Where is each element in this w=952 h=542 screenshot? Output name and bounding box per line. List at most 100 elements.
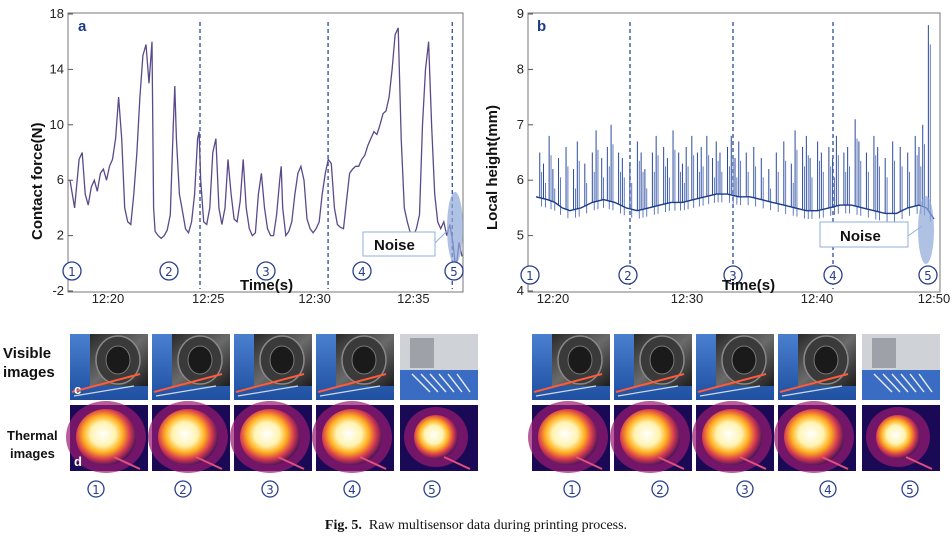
panel-b-letter: b xyxy=(537,18,546,35)
panel-b-noise-blob xyxy=(918,196,934,264)
image-index-4: 4 xyxy=(819,480,837,498)
svg-text:3: 3 xyxy=(266,483,274,497)
panel-a-xtick-label: 12:30 xyxy=(298,291,331,306)
panel-b-marker-1: 1 xyxy=(520,265,540,285)
image-index-2: 2 xyxy=(651,480,669,498)
panel-b-x-label: Time(s) xyxy=(722,277,775,294)
thermal-image-left-2 xyxy=(148,401,230,473)
panel-a-ytick-label: 2 xyxy=(57,228,64,243)
panel-b-ytick-label: 4 xyxy=(517,283,524,298)
svg-text:4: 4 xyxy=(829,269,837,283)
panel-a-ytick-label: 18 xyxy=(50,6,64,21)
svg-text:1: 1 xyxy=(568,483,576,497)
image-row-letter-c: c xyxy=(74,382,81,397)
image-index-4: 4 xyxy=(343,480,361,498)
panel-a-x-ticks: 12:20 12:25 12:30 12:35 xyxy=(92,291,430,306)
caption-text: Raw multisensor data during printing pro… xyxy=(368,518,628,533)
visible-image-left-2 xyxy=(152,334,230,400)
image-index-3: 3 xyxy=(261,480,279,498)
thermal-image-left-3 xyxy=(230,401,312,473)
image-index-1: 1 xyxy=(563,480,581,498)
figure-caption: Fig. 5. Raw multisensor data during prin… xyxy=(0,518,952,534)
thermal-image-left-4 xyxy=(312,401,394,473)
panel-a-letter: a xyxy=(78,18,87,35)
panel-a-y-label: Contact force(N) xyxy=(29,122,46,240)
panel-b-ytick-label: 8 xyxy=(517,61,524,76)
thermal-image-right-5 xyxy=(862,405,940,471)
panel-b-spikes xyxy=(539,25,931,222)
visible-image-left-4 xyxy=(316,334,394,400)
image-index-3: 3 xyxy=(736,480,754,498)
svg-text:3: 3 xyxy=(741,483,749,497)
thermal-image-right-4 xyxy=(774,401,856,473)
panel-a-noise-blob xyxy=(447,192,463,264)
panel-b-noise-label: Noise xyxy=(840,228,881,245)
panel-b-markers: 1 2 3 4 5 xyxy=(520,265,938,285)
panel-a-ytick-label: 6 xyxy=(57,172,64,187)
svg-text:1: 1 xyxy=(68,265,76,279)
svg-text:1: 1 xyxy=(526,269,534,283)
visible-image-right-1 xyxy=(532,334,610,400)
image-index-2: 2 xyxy=(174,480,192,498)
svg-text:5: 5 xyxy=(450,265,458,279)
image-index-5: 5 xyxy=(423,480,441,498)
panel-b-marker-3: 3 xyxy=(723,265,743,285)
visible-images-label-line1: Visible xyxy=(3,345,51,362)
image-thumbnails: cd xyxy=(66,334,940,473)
thermal-images-label-line1: Thermal xyxy=(7,428,58,443)
panel-a-marker-2: 2 xyxy=(159,261,179,281)
panel-b-marker-2: 2 xyxy=(618,265,638,285)
panel-b-ytick-label: 7 xyxy=(517,117,524,132)
panel-b-height-line xyxy=(535,193,935,220)
panel-a-xtick-label: 12:20 xyxy=(92,291,125,306)
thermal-image-left-1 xyxy=(66,401,148,473)
panel-a-xtick-label: 12:25 xyxy=(192,291,225,306)
panel-b-xtick-label: 12:30 xyxy=(671,291,704,306)
panel-b-marker-4: 4 xyxy=(823,265,843,285)
panel-a-noise-box xyxy=(362,231,436,257)
svg-text:5: 5 xyxy=(924,269,932,283)
caption-prefix: Fig. 5. xyxy=(324,518,362,533)
panel-a-ytick-label: 14 xyxy=(50,61,64,76)
svg-text:4: 4 xyxy=(824,483,832,497)
panel-a-markers: 1 2 3 4 5 xyxy=(62,261,464,281)
thermal-images-label-line2: images xyxy=(10,446,55,461)
svg-text:2: 2 xyxy=(624,269,632,283)
visible-images-label-line2: images xyxy=(3,364,55,381)
panel-b-noise-box xyxy=(819,221,909,248)
svg-text:3: 3 xyxy=(262,265,270,279)
panel-b-y-ticks: 4 5 6 7 8 9 xyxy=(517,6,533,298)
panel-b-y-label: Local height(mm) xyxy=(484,105,501,230)
svg-text:2: 2 xyxy=(179,483,187,497)
svg-text:2: 2 xyxy=(165,265,173,279)
panel-a-marker-5: 5 xyxy=(444,261,464,281)
panel-b-ytick-label: 9 xyxy=(517,6,524,21)
panel-a-x-label: Time(s) xyxy=(240,277,293,294)
svg-text:5: 5 xyxy=(906,483,914,497)
panel-b-xtick-label: 12:20 xyxy=(537,291,570,306)
thermal-image-left-5 xyxy=(400,405,478,471)
visible-image-right-4 xyxy=(778,334,856,400)
panel-a-xtick-label: 12:35 xyxy=(397,291,430,306)
panel-a-noise-label: Noise xyxy=(374,237,415,254)
panel-b: b 4 5 6 7 8 9 12:20 12:30 12:40 12:50 Noise 1 2 3 4… xyxy=(484,6,950,306)
thermal-image-right-1 xyxy=(528,401,610,473)
panel-b-ytick-label: 6 xyxy=(517,172,524,187)
image-index-5: 5 xyxy=(901,480,919,498)
visible-image-left-1 xyxy=(70,334,148,400)
image-index-markers: 1 2 3 4 5 1 2 3 4 5 xyxy=(87,480,919,498)
svg-text:4: 4 xyxy=(358,265,366,279)
panel-a-marker-1: 1 xyxy=(62,261,82,281)
panel-a-ytick-label: 10 xyxy=(50,117,64,132)
svg-text:1: 1 xyxy=(92,483,100,497)
panel-b-xtick-label: 12:40 xyxy=(801,291,834,306)
panel-a-force-line xyxy=(69,27,463,271)
visible-image-right-3 xyxy=(696,334,774,400)
panel-a-noise-pointer xyxy=(434,227,451,244)
panel-b-noise-pointer xyxy=(907,225,923,237)
panel-a-marker-4: 4 xyxy=(352,261,372,281)
thermal-image-right-2 xyxy=(610,401,692,473)
panel-b-xtick-label: 12:50 xyxy=(918,291,951,306)
svg-text:2: 2 xyxy=(656,483,664,497)
